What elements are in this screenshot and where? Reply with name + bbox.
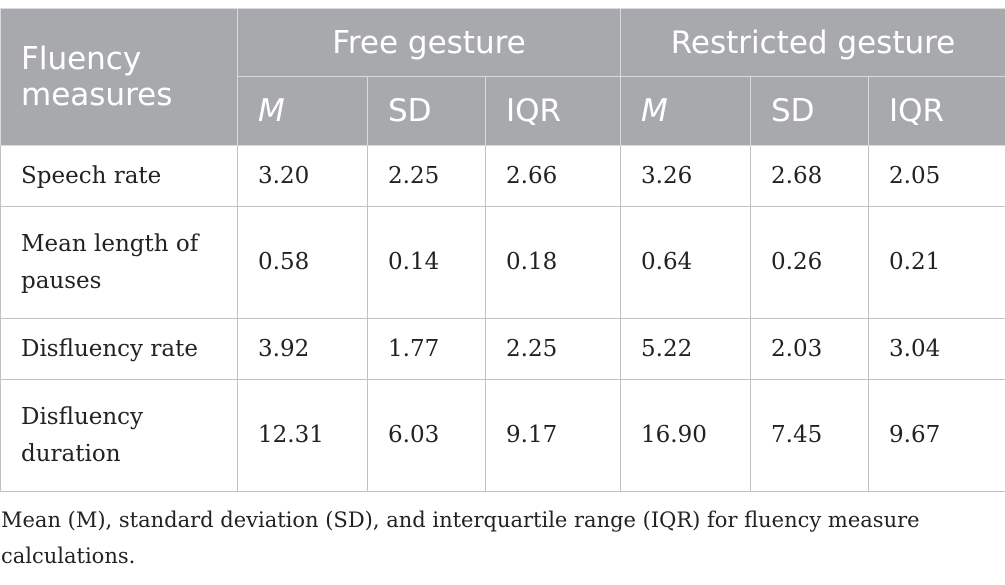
subheader-restricted-sd: SD — [750, 76, 869, 146]
table-row: Disfluency rate 3.92 1.77 2.25 5.22 2.03… — [0, 318, 1005, 380]
subheader-free-sd: SD — [367, 76, 486, 146]
table-cell: 2.05 — [867, 145, 1005, 207]
group-header-restricted-gesture: Restricted gesture — [619, 8, 1005, 77]
group-header-free-gesture: Free gesture — [237, 8, 621, 77]
table-footnote: Mean (M), standard deviation (SD), and i… — [1, 508, 920, 568]
table-cell: 6.03 — [367, 379, 486, 492]
table-cell: 12.31 — [237, 379, 368, 492]
table-cell: 9.67 — [867, 379, 1005, 492]
table-row: Speech rate 3.20 2.25 2.66 3.26 2.68 2.0… — [0, 145, 1005, 207]
table-cell: 0.18 — [485, 206, 621, 319]
table-cell: 2.03 — [750, 318, 869, 380]
table-header: Fluency measures Free gesture Restricted… — [0, 8, 1005, 146]
table-cell: 2.25 — [367, 145, 486, 207]
table-cell: 0.26 — [750, 206, 869, 319]
row-label: Disfluency duration — [0, 379, 238, 492]
table-cell: 2.66 — [485, 145, 621, 207]
table-cell: 0.64 — [620, 206, 751, 319]
table-row: Disfluency duration 12.31 6.03 9.17 16.9… — [0, 379, 1005, 492]
table-cell: 0.21 — [867, 206, 1005, 319]
table-cell: 3.04 — [867, 318, 1005, 380]
corner-header: Fluency measures — [0, 8, 238, 146]
table-cell: 7.45 — [750, 379, 869, 492]
table-body: Speech rate 3.20 2.25 2.66 3.26 2.68 2.0… — [0, 145, 1005, 492]
fluency-measures-table: Fluency measures Free gesture Restricted… — [0, 8, 1005, 492]
table-cell: 3.26 — [620, 145, 751, 207]
subheader-free-iqr: IQR — [485, 76, 621, 146]
subheader-restricted-iqr: IQR — [867, 76, 1005, 146]
table-cell: 1.77 — [367, 318, 486, 380]
table-cell: 3.92 — [237, 318, 368, 380]
table-cell: 2.68 — [750, 145, 869, 207]
table-cell: 3.20 — [237, 145, 368, 207]
row-label: Mean length of pauses — [0, 206, 238, 319]
table-cell: 0.14 — [367, 206, 486, 319]
table-cell: 9.17 — [485, 379, 621, 492]
subheader-restricted-m: M — [620, 76, 751, 146]
table-cell: 2.25 — [485, 318, 621, 380]
row-label: Disfluency rate — [0, 318, 238, 380]
table-cell: 5.22 — [620, 318, 751, 380]
table-cell: 0.58 — [237, 206, 368, 319]
fluency-table-container: Fluency measures Free gesture Restricted… — [0, 8, 1005, 492]
table-cell: 16.90 — [620, 379, 751, 492]
subheader-free-m: M — [237, 76, 368, 146]
table-row: Mean length of pauses 0.58 0.14 0.18 0.6… — [0, 206, 1005, 319]
row-label: Speech rate — [0, 145, 238, 207]
